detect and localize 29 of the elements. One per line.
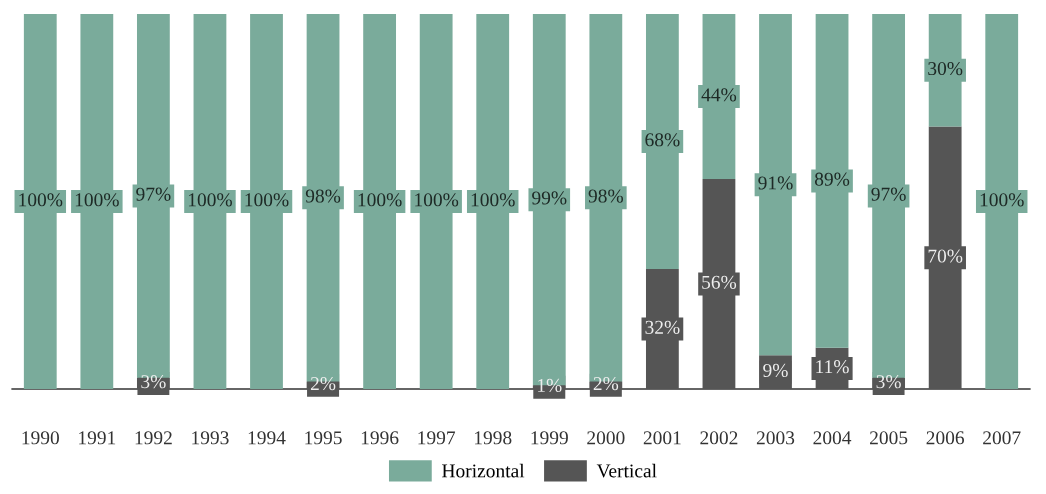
x-tick-label: 2003 (756, 431, 795, 445)
data-label: 11% (816, 360, 849, 374)
x-tick-label: 1996 (361, 431, 399, 445)
data-label: 32% (645, 320, 680, 334)
x-tick-label: 2000 (587, 431, 625, 445)
x-tick-label: 2004 (813, 431, 852, 445)
x-tick-label: 1991 (79, 431, 116, 445)
x-tick-label: 2001 (643, 431, 681, 445)
x-tick-label: 2005 (870, 431, 908, 445)
data-label: 3% (141, 375, 166, 389)
data-label: 56% (702, 275, 737, 289)
x-tick-label: 1994 (248, 431, 286, 445)
x-tick-label: 1999 (531, 431, 568, 445)
data-label: 1% (538, 378, 562, 393)
x-tick-label: 1990 (22, 431, 59, 445)
x-tick-label: 1993 (192, 431, 229, 445)
x-tick-label: 1992 (135, 431, 172, 445)
data-label: 3% (876, 375, 901, 389)
x-tick-label: 2007 (983, 431, 1021, 445)
x-tick-label: 2002 (700, 431, 738, 445)
data-label: 9% (763, 363, 788, 378)
x-tick-label: 2006 (926, 431, 965, 445)
bar (759, 355, 792, 389)
x-tick-label: 1995 (305, 431, 342, 445)
data-label: 70% (928, 249, 963, 263)
legend-label: Vertical (596, 463, 657, 478)
legend-label: Horizontal (442, 463, 525, 478)
x-tick-label: 1998 (474, 431, 512, 445)
x-tick-label: 1997 (418, 431, 456, 445)
